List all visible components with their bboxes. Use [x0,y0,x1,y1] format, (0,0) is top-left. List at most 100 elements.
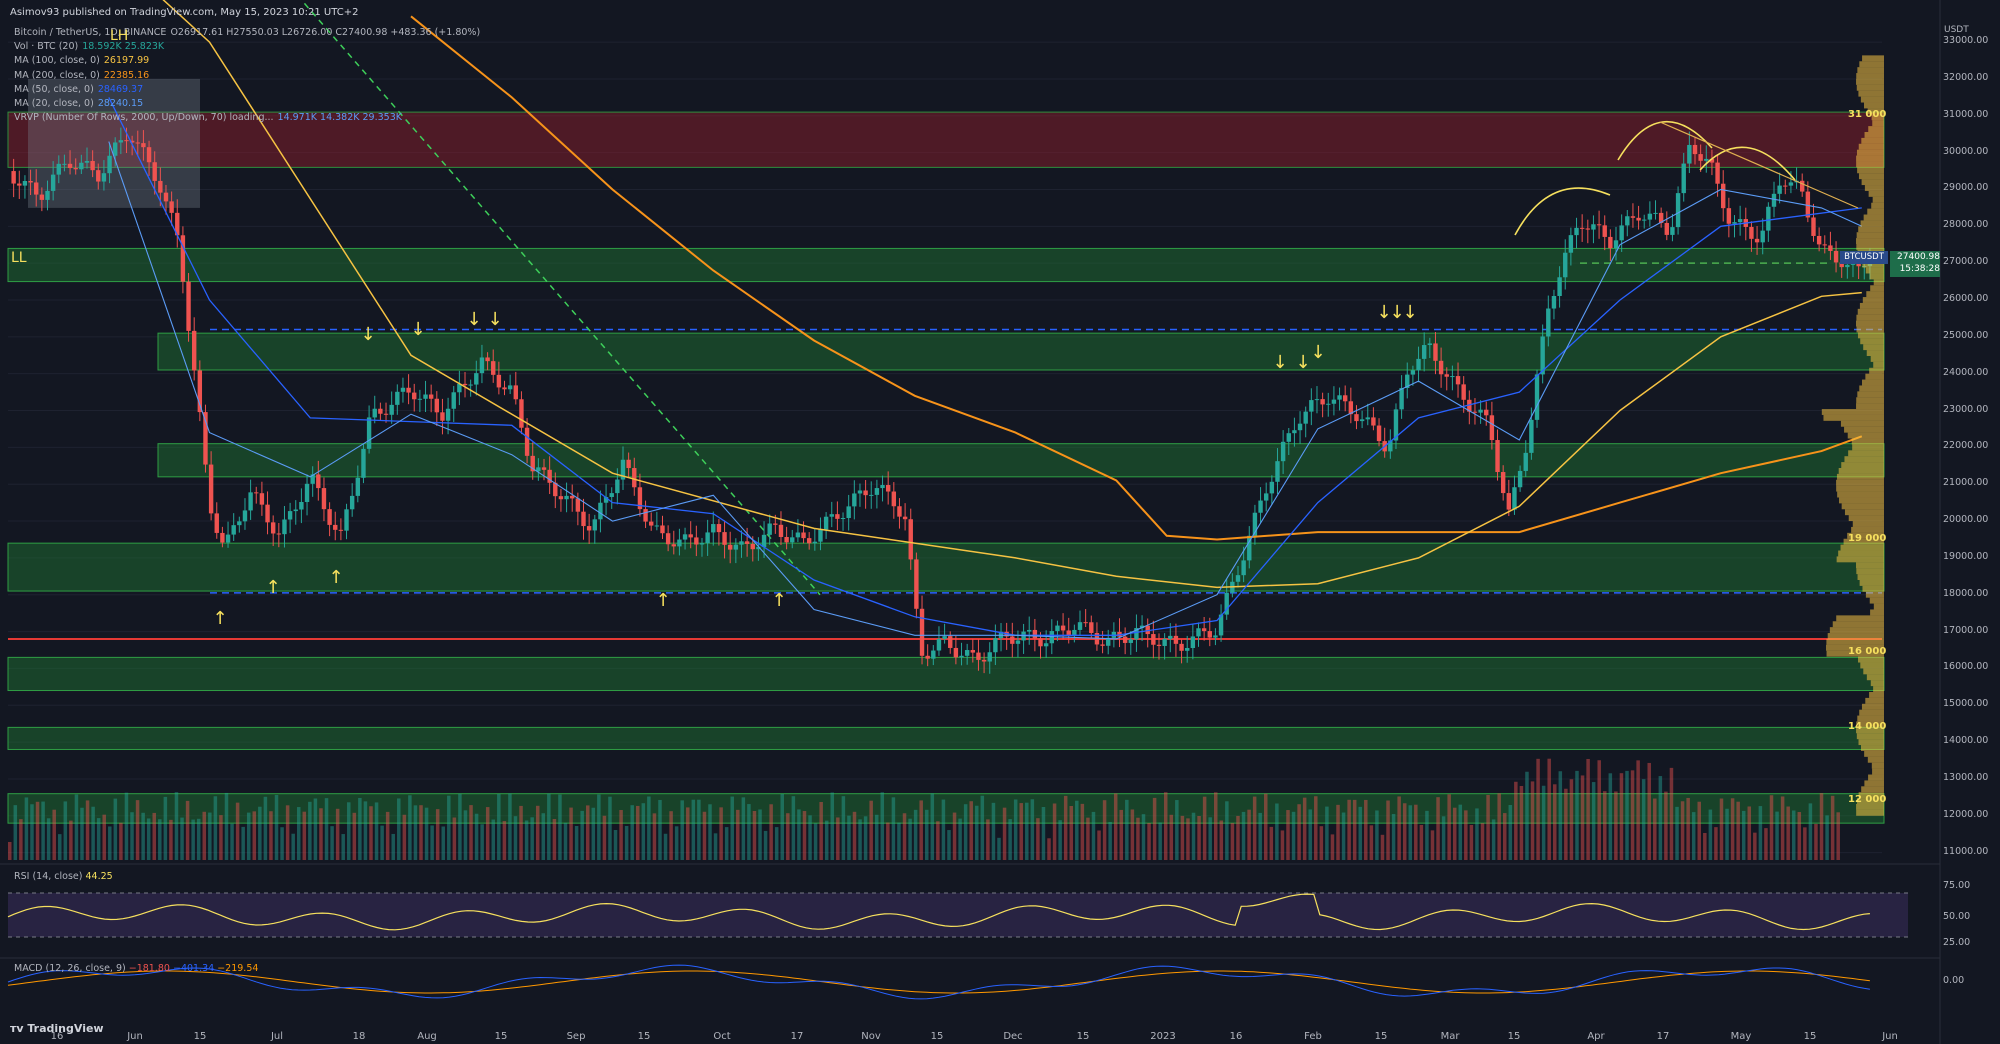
vrvp-bar-24320 [1870,356,1884,362]
volume-bar-320 [1786,806,1790,860]
volume-bar-186 [1041,806,1046,860]
candle-body-178 [1015,640,1021,644]
volume-bar-209 [1169,814,1174,860]
candle-body-265 [1506,493,1512,510]
candle-body-110 [632,468,637,488]
candle-body-236 [1342,395,1348,402]
vrvp-bar-21120 [1836,473,1884,480]
volume-bar-169 [947,830,951,860]
vrvp-bar-32160 [1857,67,1884,74]
vrvp-bar-24640 [1863,344,1884,351]
vrvp-bar-29600 [1856,161,1884,168]
tradingview-logo[interactable]: ᴛᴠ TradingView [10,1022,104,1035]
volume-bar-164 [919,800,923,860]
volume-bar-91 [513,816,518,860]
vrvp-bar-13280 [1871,762,1884,769]
volume-bar-160 [897,822,901,860]
vrvp-bar-13920 [1858,739,1884,746]
candle-body-232 [1320,399,1325,405]
candle-body-69 [400,387,406,392]
legend-ma200[interactable]: MA (200, close, 0) 22385.16 [14,69,150,81]
volume-bar-74 [419,805,423,860]
vrvp-bar-30720 [1872,120,1884,127]
volume-bar-301 [1680,801,1685,860]
volume-bar-117 [658,799,662,860]
volume-bar-40 [230,823,234,860]
volume-bar-233 [1302,797,1307,860]
vrvp-bar-21600 [1844,456,1884,463]
legend-vrvp[interactable]: VRVP (Number Of Rows, 2000, Up/Down, 70)… [14,112,402,124]
candle-body-311 [1766,206,1771,231]
volume-bar-251 [1402,803,1407,860]
candle-body-64 [372,408,377,418]
support-zone-2 [157,443,1885,478]
candle-body-244 [1388,440,1393,452]
level-label-16000: 16 000 [1848,646,1887,657]
volume-bar-318 [1775,811,1779,860]
volume-bar-44 [252,811,257,860]
vrvp-bar-24960 [1857,332,1884,339]
vrvp-bar-19840 [1852,521,1884,527]
macd-label: MACD (12, 26, close, 9) −181.80 −401.34 … [14,963,259,974]
candle-body-270 [1534,374,1540,420]
volume-bar-192 [1075,800,1079,860]
rsi-tick-50: 50.00 [1943,911,1971,922]
volume-bar-181 [1013,799,1018,860]
vrvp-bar-14240 [1856,727,1884,734]
candle-body-32 [191,330,197,371]
volume-bar-153 [858,819,862,860]
candle-body-295 [1675,193,1681,228]
volume-bar-85 [480,824,484,860]
y-tick-label-14: 19000.00 [1943,550,1989,562]
legend-ma20[interactable]: MA (20, close, 0) 28240.15 [14,98,144,110]
support-zone-1 [157,332,1885,371]
volume-bar-206 [1152,797,1157,860]
candle-body-262 [1489,415,1495,441]
annotation-arrow-11: ↑ [265,577,280,598]
candle-body-121 [694,537,699,545]
candle-body-211 [1201,628,1207,632]
volume-bar-15 [91,806,95,860]
legend-symbol[interactable]: Bitcoin / TetherUS, 1D, BINANCE O26917.61… [14,27,481,38]
candle-body-255 [1450,376,1455,378]
candle-body-164 [936,638,942,651]
annotation-arrow-14: ↑ [771,590,786,611]
volume-bar-48 [274,794,279,860]
candle-body-289 [1642,219,1647,221]
volume-bar-90 [508,793,512,860]
publish-header: Asimov93 published on TradingView.com, M… [10,7,359,18]
volume-bar-271 [1514,781,1518,860]
volume-bar-286 [1597,760,1601,860]
volume-bar-113 [636,805,640,860]
volume-bar-42 [241,826,245,860]
candle-body-116 [665,533,671,545]
candle-body-26 [158,180,163,193]
volume-bar-57 [324,798,329,860]
candle-body-181 [1032,629,1038,639]
vrvp-bar-29440 [1857,167,1884,174]
candle-body-224 [1275,461,1280,482]
volume-bar-277 [1547,758,1551,860]
vrvp-bar-26240 [1870,285,1884,292]
candle-body-53 [310,474,315,484]
x-tick-label-14: 15 [1076,1031,1090,1042]
volume-bar-18 [108,826,112,860]
volume-bar-46 [263,796,268,860]
y-tick-label-8: 25000.00 [1943,329,1989,341]
candle-body-313 [1777,185,1782,194]
candle-body-299 [1698,154,1703,161]
legend-ma100[interactable]: MA (100, close, 0) 26197.99 [14,55,150,67]
candle-body-228 [1297,423,1303,431]
candle-body-222 [1263,493,1269,501]
annotation-arrow-1: ↓ [410,319,425,340]
legend-volume[interactable]: Vol · BTC (20) 18.592K 25.823K [14,41,165,53]
vrvp-bar-24000 [1869,367,1884,374]
volume-bar-210 [1175,800,1179,860]
legend-ma50[interactable]: MA (50, close, 0) 28469.37 [14,83,144,95]
volume-bar-125 [702,811,707,860]
candle-body-173 [987,652,992,662]
x-tick-label-9: Oct [713,1031,731,1042]
candle-body-282 [1602,225,1607,237]
candle-body-250 [1421,345,1427,359]
